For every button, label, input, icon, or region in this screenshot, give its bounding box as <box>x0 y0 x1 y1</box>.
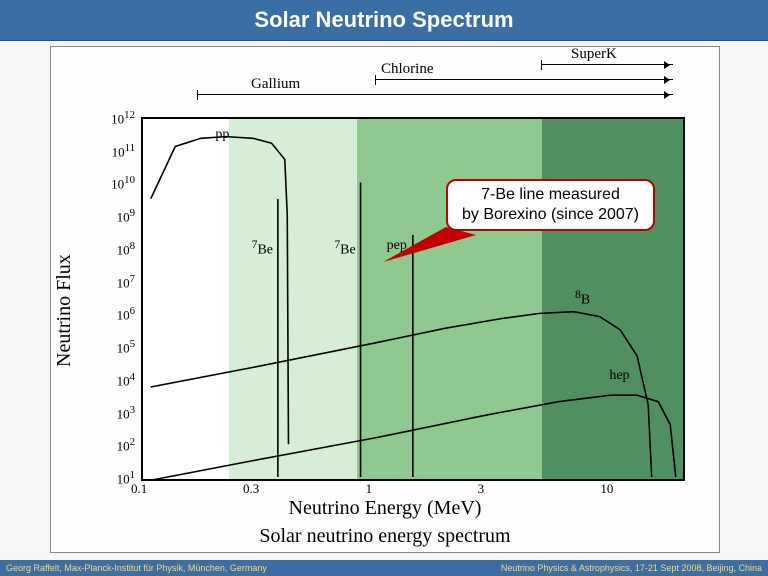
gallium-bar <box>197 94 673 95</box>
detector-superk-label: SuperK <box>571 46 617 63</box>
footer-bar: Georg Raffelt, Max-Planck-Institut für P… <box>0 560 768 576</box>
chlorine-bar <box>375 79 673 80</box>
figure-box: Gallium Chlorine SuperK Bahcall-Pinsonne… <box>50 46 720 553</box>
y-tick: 109 <box>117 207 135 225</box>
y-tick: 105 <box>117 338 135 356</box>
b8-label: 8B <box>575 288 590 309</box>
superk-bar <box>541 64 673 65</box>
callout-line2: by Borexino (since 2007) <box>462 206 639 223</box>
pep-label: pep <box>387 238 407 254</box>
y-tick: 102 <box>117 436 135 454</box>
detector-gallium-label: Gallium <box>251 76 300 93</box>
plot-area <box>141 117 685 481</box>
footer-left: Georg Raffelt, Max-Planck-Institut für P… <box>6 563 267 573</box>
y-tick: 103 <box>117 404 135 422</box>
energy-band <box>229 119 356 479</box>
energy-band <box>542 119 683 479</box>
borexino-callout: 7-Be line measured by Borexino (since 20… <box>446 179 655 231</box>
title-bar: Solar Neutrino Spectrum <box>0 0 768 41</box>
x-tick: 1 <box>366 481 373 497</box>
y-tick: 1011 <box>112 142 135 160</box>
x-axis-label: Neutrino Energy (MeV) <box>51 497 719 520</box>
detector-chlorine-label: Chlorine <box>381 61 434 78</box>
slide-area: Gallium Chlorine SuperK Bahcall-Pinsonne… <box>0 41 768 561</box>
x-tick: 10 <box>600 481 613 497</box>
y-tick: 1012 <box>111 109 135 127</box>
page-title: Solar Neutrino Spectrum <box>254 7 513 32</box>
hep-label: hep <box>609 368 629 384</box>
y-tick: 1010 <box>111 174 135 192</box>
callout-line1: 7-Be line measured <box>481 186 620 203</box>
be7_A-label: 7Be <box>252 238 273 259</box>
y-axis-label: Neutrino Flux <box>53 254 76 367</box>
x-tick: 0.1 <box>131 481 147 497</box>
y-tick: 104 <box>117 371 135 389</box>
x-tick: 3 <box>478 481 485 497</box>
footer-right: Neutrino Physics & Astrophysics, 17-21 S… <box>501 563 762 573</box>
energy-band <box>357 119 542 479</box>
y-tick: 108 <box>117 240 135 258</box>
pp-label: pp <box>215 127 229 143</box>
y-tick: 107 <box>117 273 135 291</box>
figure-caption: Solar neutrino energy spectrum <box>51 525 719 548</box>
y-tick: 106 <box>117 305 135 323</box>
be7_B-label: 7Be <box>334 238 355 259</box>
x-tick: 0.3 <box>243 481 259 497</box>
